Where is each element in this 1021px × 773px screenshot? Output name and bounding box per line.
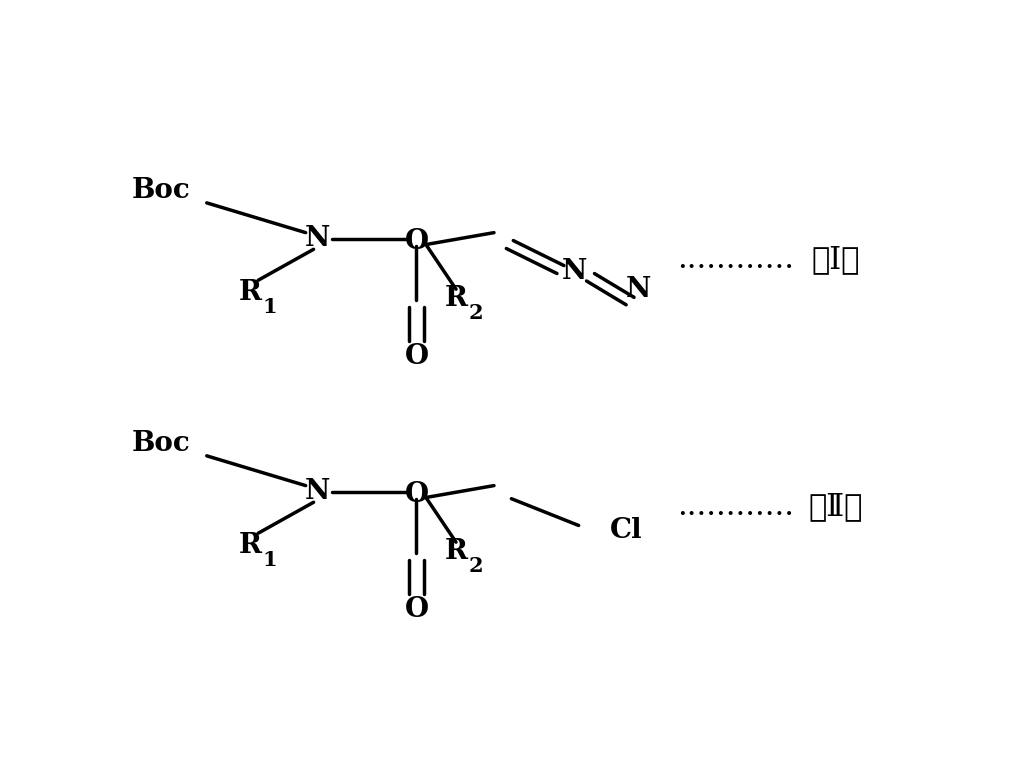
Text: 1: 1 (262, 550, 278, 570)
Text: N: N (625, 276, 650, 303)
Text: N: N (305, 225, 330, 252)
Text: R: R (444, 537, 468, 564)
Text: R: R (444, 284, 468, 312)
Text: 2: 2 (469, 303, 483, 323)
Text: 1: 1 (262, 297, 278, 317)
Text: 2: 2 (469, 556, 483, 576)
Text: O: O (404, 228, 429, 255)
Text: O: O (404, 596, 429, 623)
Text: ............: ............ (678, 491, 794, 522)
Text: Boc: Boc (132, 431, 191, 458)
Text: R: R (239, 532, 261, 559)
Text: Boc: Boc (132, 178, 191, 205)
Text: R: R (239, 278, 261, 305)
Text: O: O (404, 481, 429, 508)
Text: Cl: Cl (611, 516, 643, 543)
Text: ............: ............ (678, 244, 794, 275)
Text: （Ⅱ）: （Ⅱ） (809, 491, 863, 522)
Text: （Ⅰ）: （Ⅰ） (812, 244, 860, 275)
Text: O: O (404, 343, 429, 370)
Text: N: N (562, 258, 587, 284)
Text: N: N (305, 478, 330, 505)
